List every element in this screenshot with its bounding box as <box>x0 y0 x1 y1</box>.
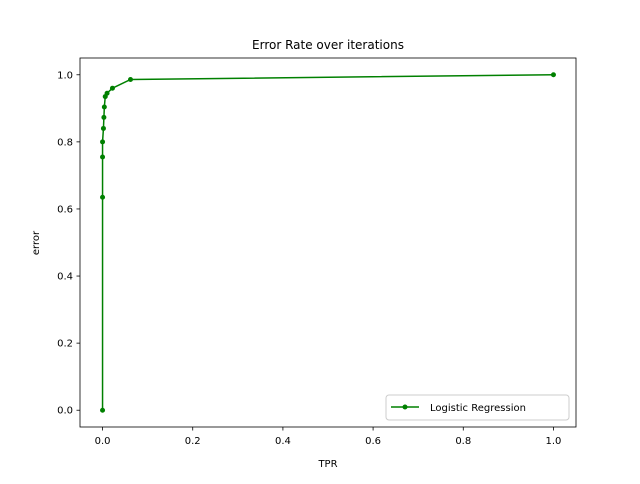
x-tick-label: 0.2 <box>185 436 201 447</box>
y-tick-label: 1.0 <box>57 70 73 81</box>
x-tick-label: 0.8 <box>455 436 471 447</box>
data-point <box>100 407 106 413</box>
data-point <box>550 72 556 78</box>
legend-label: Logistic Regression <box>430 403 526 414</box>
y-tick-label: 0.6 <box>57 204 73 215</box>
data-point <box>104 90 110 96</box>
x-tick-label: 0.0 <box>95 436 111 447</box>
y-tick-label: 0.0 <box>57 406 73 417</box>
data-point <box>100 194 106 200</box>
x-tick-label: 0.4 <box>275 436 291 447</box>
series-line <box>101 74 555 411</box>
data-point <box>100 125 106 131</box>
legend-box <box>385 394 570 421</box>
legend: Logistic Regression <box>385 394 570 421</box>
chart-title: Error Rate over iterations <box>252 38 404 52</box>
data-point <box>101 114 107 120</box>
data-point <box>128 76 134 82</box>
y-tick-label: 0.8 <box>57 137 73 148</box>
y-tick-label: 0.4 <box>57 272 73 283</box>
series-layer <box>100 72 556 413</box>
data-point <box>100 139 106 145</box>
y-tick-label: 0.2 <box>57 339 73 350</box>
y-axis-ticks: 0.0 0.2 0.4 0.6 0.8 1.0 <box>57 70 80 417</box>
data-point <box>109 85 115 91</box>
plot-area <box>79 57 577 428</box>
x-tick-label: 1.0 <box>546 436 562 447</box>
x-axis-ticks: 0.0 0.2 0.4 0.6 0.8 1.0 <box>95 427 562 447</box>
legend-marker-sample <box>402 404 408 410</box>
x-axis-label: TPR <box>317 459 337 470</box>
axes-frame <box>79 57 577 428</box>
x-tick-label: 0.6 <box>365 436 381 447</box>
data-point <box>100 154 106 160</box>
y-axis-label: error <box>31 230 42 255</box>
data-point <box>101 104 107 110</box>
